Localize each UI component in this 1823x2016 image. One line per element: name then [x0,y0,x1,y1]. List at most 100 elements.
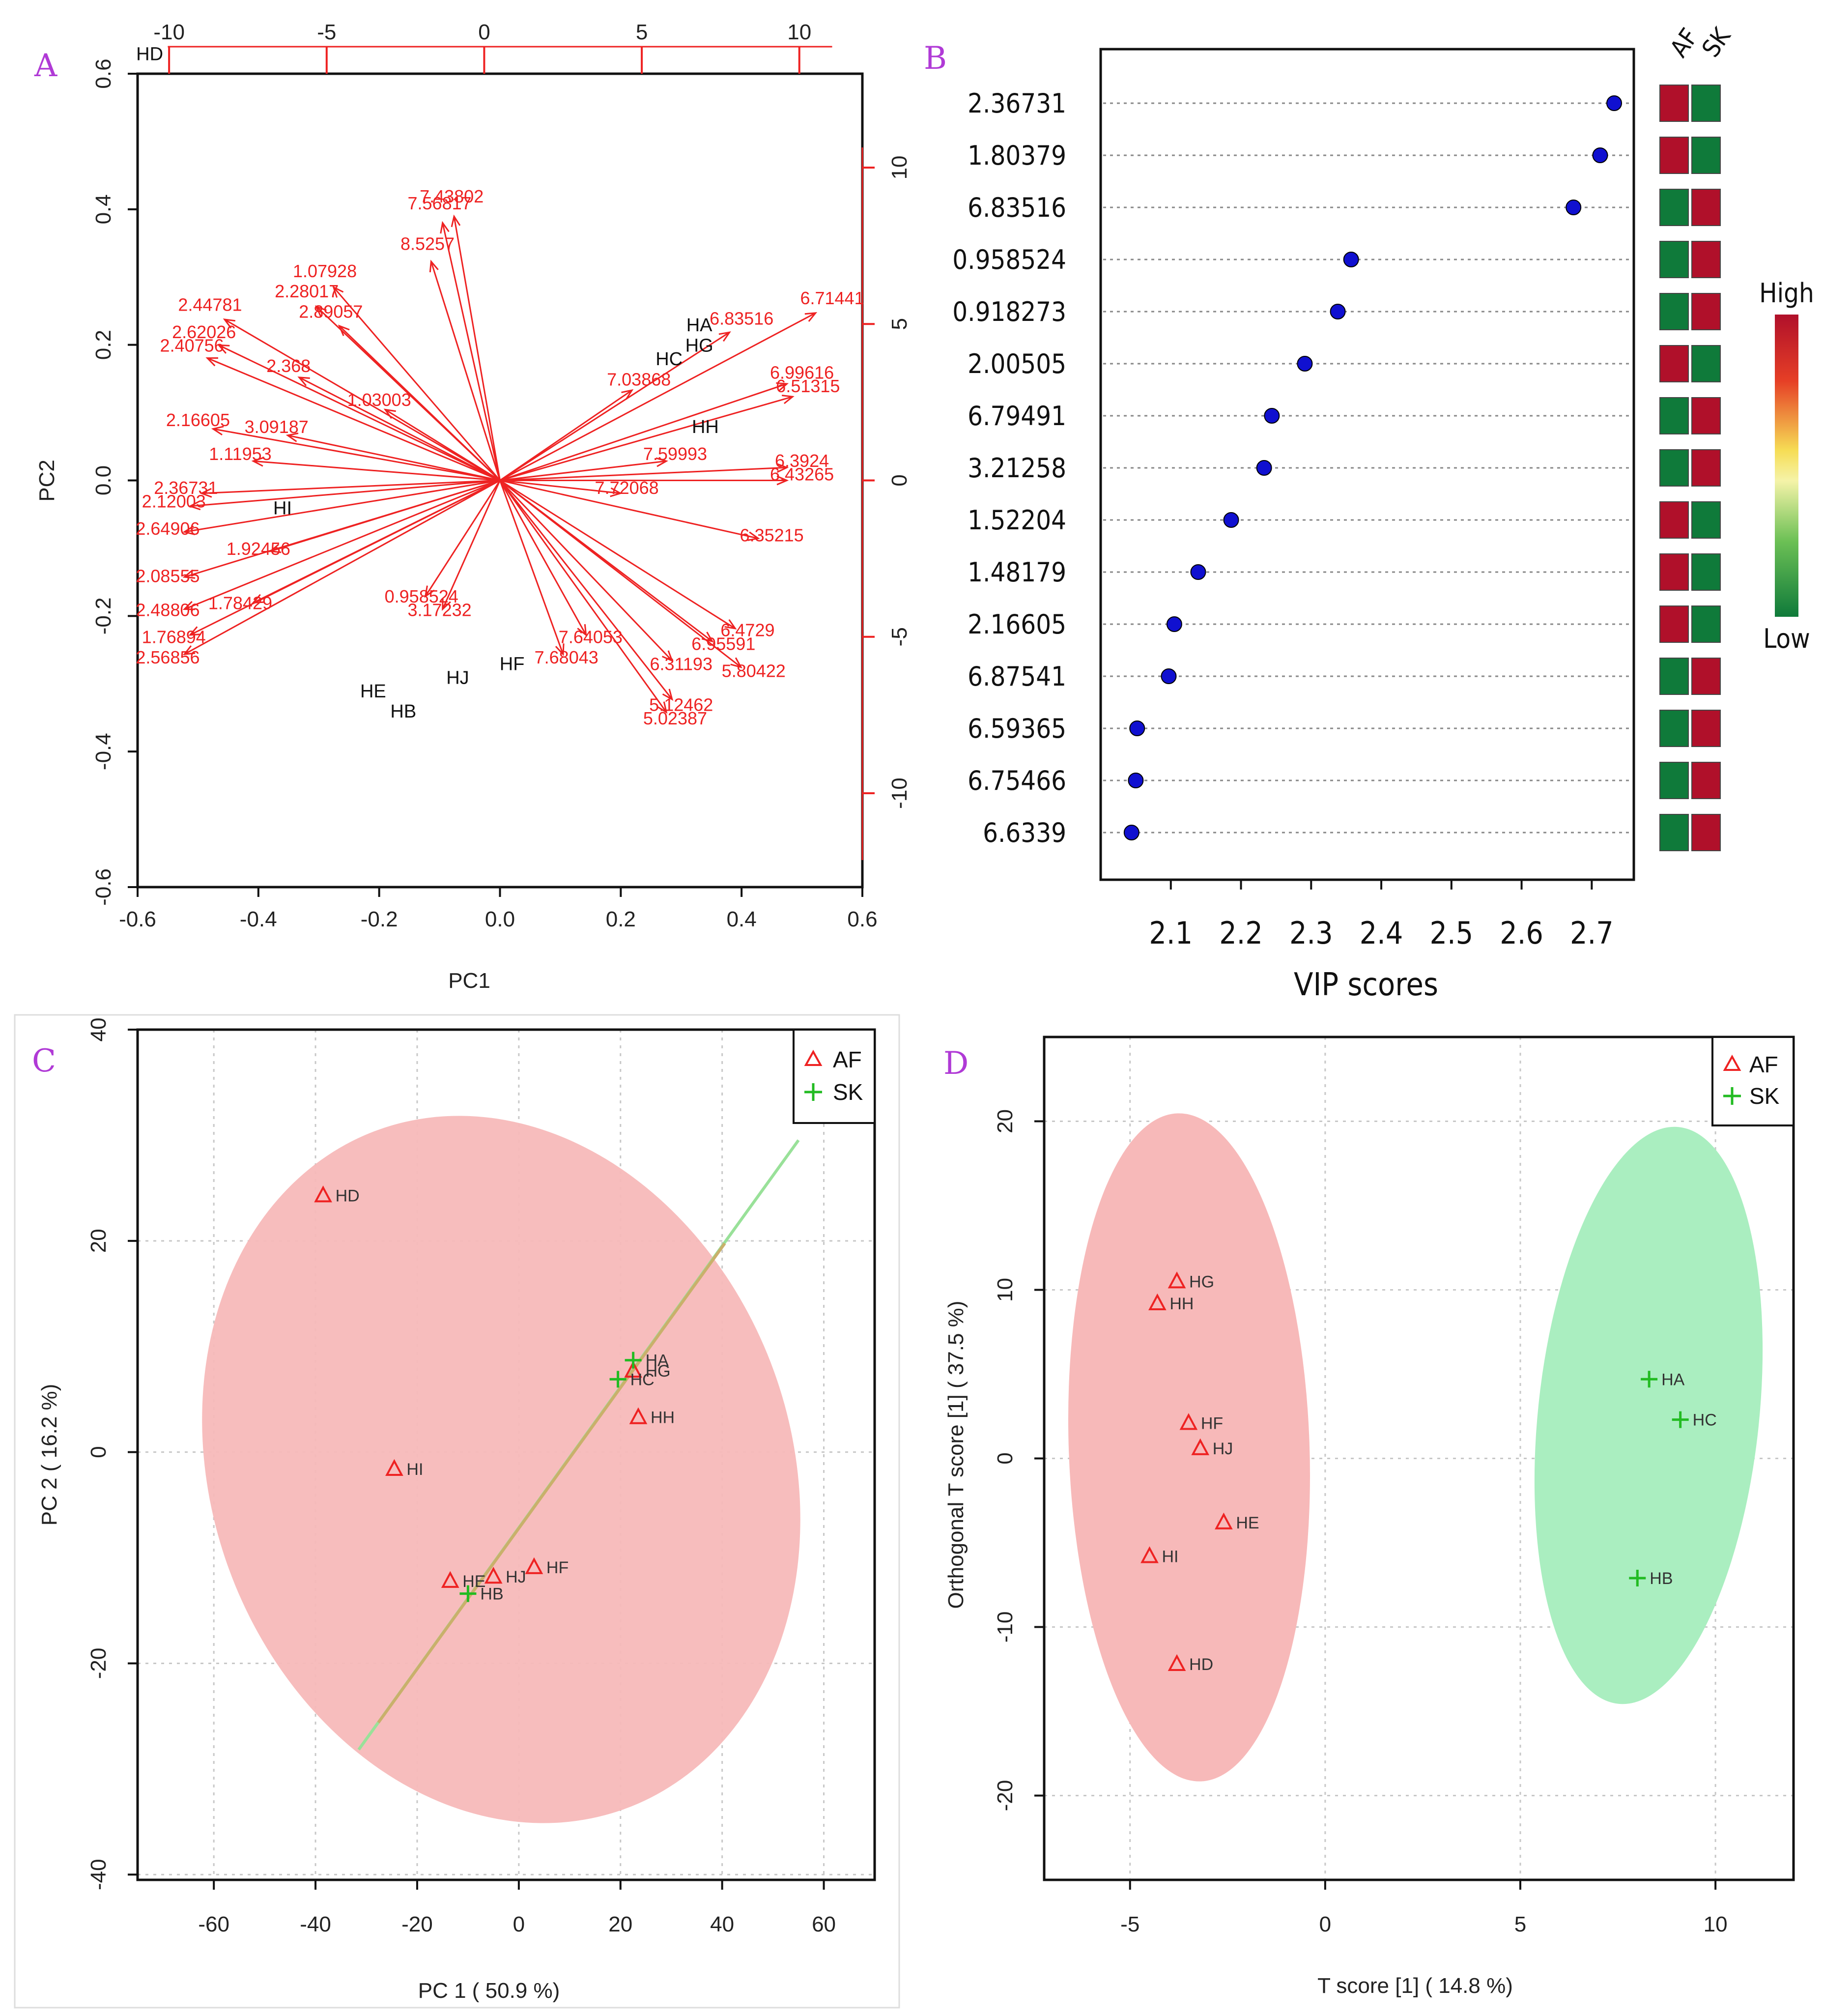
loading-arrow [287,434,500,481]
point-label: HB [1650,1569,1673,1588]
heatmap-cell [1659,710,1689,747]
x-tick-label: 2.1 [1149,915,1193,951]
loading-label: 1.03003 [347,390,411,410]
loading-arrowhead [383,408,396,419]
point-label: HD [1189,1655,1213,1674]
panel-b-plot-frame [1099,48,1635,881]
right-tick-label: 0 [887,474,912,486]
heatmap-cell [1659,189,1689,226]
x-tick-label: -0.4 [240,907,277,931]
y-tick-label: 40 [86,1018,111,1042]
right-tick-label: -5 [887,627,912,646]
heatmap-cell [1691,137,1721,174]
point-label: HH [1169,1295,1194,1313]
point-af [525,1557,543,1574]
heatmap-cell [1659,762,1689,799]
point-af [1191,1438,1210,1455]
loading-arrow [499,480,741,668]
loading-label: 7.64053 [559,627,623,647]
panel-letter-a: A [34,48,57,84]
point-af [1179,1413,1198,1430]
point-label: HE [1236,1514,1259,1532]
point-af [314,1185,332,1203]
legend-c-af-label: AF [833,1047,862,1072]
loading-arrow [499,480,736,630]
heatmap-cell [1691,710,1721,747]
legend-d-af-marker [1723,1054,1741,1071]
loading-arrowhead [199,488,212,498]
heatmap-cell [1691,814,1721,851]
panel-b-x-axis: 2.1 2.2 2.3 2.4 2.5 2.6 2.7 [1149,880,1614,951]
loading-arrowhead [782,395,795,404]
legend-d-sk-marker [1723,1087,1741,1105]
vip-feature-label: 2.36731 [968,88,1066,119]
x-tick-label: 2.6 [1500,915,1543,951]
vip-dot [1190,564,1206,580]
point-label: HD [336,1186,360,1205]
loading-arrow [500,466,787,481]
heat-scale-low-label: Low [1763,623,1810,654]
loading-label: 6.3924 [775,451,829,471]
loading-label: 2.36731 [154,478,218,498]
loading-arrowhead [621,389,634,400]
right-tick-label: 5 [887,318,912,330]
point-af [1148,1293,1167,1310]
panel-b-rows: 2.36731 1.80379 6.83516 0.958524 0.918273 2.0… [952,85,1721,851]
loading-label: 2.56856 [136,647,199,667]
heatmap-cell [1691,501,1721,539]
x-tick-label: -60 [198,1912,229,1936]
y-tick-label: -20 [86,1648,111,1679]
y-tick-label: -0.2 [91,597,115,634]
y-tick-label: -0.6 [91,868,115,906]
x-tick-label: 20 [608,1912,632,1936]
panel-c-outer-box [14,1014,900,2009]
heatmap-cell [1691,241,1721,278]
vip-dot [1256,460,1272,476]
legend-d-af-label: AF [1749,1052,1778,1077]
loading-arrow [184,480,500,533]
loading-arrow [385,409,501,481]
panel-a-loading-arrows [182,214,818,714]
loading-label: 7.68043 [535,647,598,667]
sample-label: HJ [446,667,469,688]
loading-arrowhead [285,432,299,442]
loading-arrow [425,480,501,597]
loading-arrowhead [656,701,668,714]
loading-arrowhead [182,601,196,610]
vip-dot [1330,304,1346,319]
legend-c-sk-label: SK [833,1079,863,1105]
heatmap-cell [1691,449,1721,487]
y-tick-label: -10 [993,1612,1017,1643]
loading-label: 1.92456 [227,539,290,559]
panel-c-legend-box [793,1029,876,1124]
loading-arrowhead [251,457,264,467]
point-af [385,1459,403,1476]
heatmap-cell [1691,553,1721,591]
loading-arrow [500,480,759,539]
loading-arrowhead [724,619,737,630]
x-tick-label: -20 [401,1912,433,1936]
loading-label: 2.368 [266,356,311,376]
loading-label: 5.12462 [649,694,713,715]
vip-feature-label: 1.52204 [968,505,1066,536]
heatmap-cell [1659,137,1689,174]
point-af [629,1407,648,1424]
vip-feature-label: 6.87541 [968,661,1066,692]
x-tick-label: 10 [1704,1912,1728,1936]
loading-arrow [253,460,500,481]
x-tick-label: 0.4 [727,907,757,931]
sample-label: HF [500,654,525,675]
panel-d-legend-box [1711,1036,1795,1126]
panel-c-confidence-ellipse [202,1116,800,1823]
loading-arrow [499,480,587,635]
loading-arrow [218,345,501,481]
point-label: HI [1162,1547,1178,1566]
panel-c-legend: AF SK [793,1029,876,1124]
x-tick-label: 5 [1514,1912,1526,1936]
heatmap-cell [1691,762,1721,799]
point-label: HE [462,1572,485,1591]
panel-d-y-axis: -20 -10 0 10 20 [993,1109,1044,1811]
heatmap-cell [1659,241,1689,278]
